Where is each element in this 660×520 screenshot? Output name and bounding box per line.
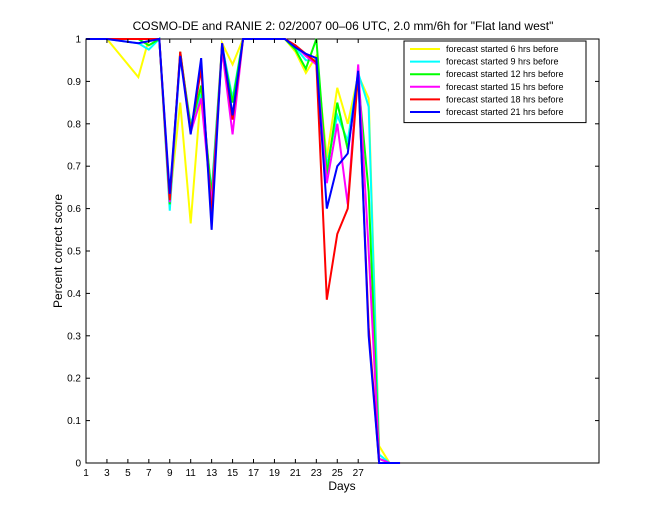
y-tick-label: 0 bbox=[75, 459, 81, 470]
y-tick-label: 0.2 bbox=[67, 374, 81, 385]
x-tick-label: 25 bbox=[332, 468, 344, 479]
chart-title: COSMO-DE and RANIE 2: 02/2007 00–06 UTC,… bbox=[133, 19, 554, 33]
legend-label: forecast started 21 hrs before bbox=[446, 107, 564, 117]
x-tick-label: 7 bbox=[146, 468, 152, 479]
x-tick-label: 9 bbox=[167, 468, 173, 479]
legend-label: forecast started 18 hrs before bbox=[446, 94, 564, 104]
x-tick-label: 15 bbox=[227, 468, 239, 479]
legend-label: forecast started 6 hrs before bbox=[446, 44, 559, 54]
y-axis-label: Percent correct score bbox=[51, 194, 65, 308]
y-tick-label: 0.6 bbox=[67, 204, 81, 215]
x-tick-label: 13 bbox=[206, 468, 218, 479]
legend-box bbox=[403, 40, 587, 124]
y-tick-label: 0.8 bbox=[67, 119, 81, 130]
x-tick-label: 17 bbox=[248, 468, 260, 479]
y-tick-label: 0.4 bbox=[67, 289, 81, 300]
y-axis: 0 0.1 0.2 0.3 0.4 0.5 0.6 0.7 0.8 0.9 1 bbox=[67, 35, 599, 470]
y-tick-label: 0.5 bbox=[67, 247, 81, 258]
y-tick-label: 0.7 bbox=[67, 162, 81, 173]
x-tick-label: 3 bbox=[104, 468, 110, 479]
x-tick-label: 19 bbox=[269, 468, 281, 479]
x-tick-label: 23 bbox=[311, 468, 323, 479]
x-tick-label: 5 bbox=[125, 468, 131, 479]
legend: forecast started 6 hrs before forecast st… bbox=[403, 40, 587, 124]
x-tick-label: 11 bbox=[185, 468, 196, 479]
y-tick-label: 0.9 bbox=[67, 77, 81, 88]
legend-label: forecast started 9 hrs before bbox=[446, 57, 559, 67]
x-tick-label: 1 bbox=[83, 468, 89, 479]
y-tick-label: 1 bbox=[75, 35, 81, 46]
y-tick-label: 0.1 bbox=[67, 416, 81, 427]
x-axis-label: Days bbox=[328, 479, 355, 493]
x-tick-label: 27 bbox=[353, 468, 365, 479]
legend-label: forecast started 15 hrs before bbox=[446, 82, 564, 92]
x-tick-label: 21 bbox=[290, 468, 302, 479]
x-axis: 1 3 5 7 9 11 13 15 17 19 21 23 25 27 bbox=[83, 39, 364, 479]
y-tick-label: 0.3 bbox=[67, 331, 81, 342]
legend-label: forecast started 12 hrs before bbox=[446, 69, 564, 79]
